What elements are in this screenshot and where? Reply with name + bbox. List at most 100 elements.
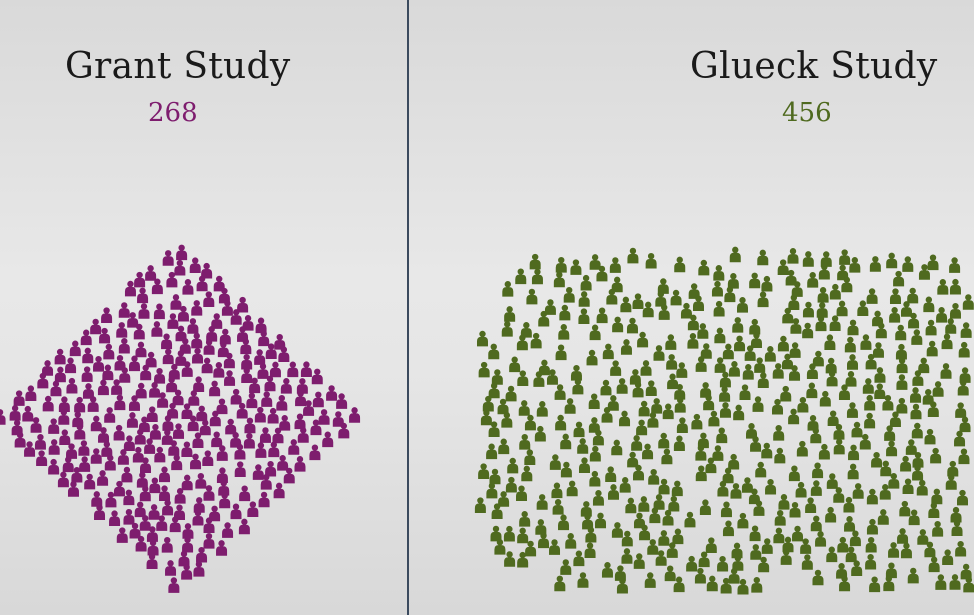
person-icon xyxy=(705,537,717,553)
person-icon xyxy=(102,364,114,381)
person-icon xyxy=(135,341,147,358)
person-icon xyxy=(705,457,717,474)
person-icon xyxy=(554,384,566,400)
person-icon xyxy=(551,482,563,499)
person-icon xyxy=(246,392,258,409)
person-icon xyxy=(570,364,582,381)
person-icon xyxy=(249,377,261,394)
person-icon xyxy=(161,429,173,445)
person-icon xyxy=(577,572,589,588)
person-icon xyxy=(777,335,789,352)
person-icon xyxy=(732,317,744,333)
person-icon xyxy=(806,382,818,399)
person-icon xyxy=(847,354,859,370)
person-icon xyxy=(875,322,887,339)
person-icon xyxy=(884,425,896,441)
person-icon xyxy=(765,478,777,495)
person-icon xyxy=(162,348,174,365)
person-icon xyxy=(847,319,859,336)
person-icon xyxy=(526,288,538,305)
person-icon xyxy=(671,480,683,497)
person-icon xyxy=(864,412,876,429)
person-icon xyxy=(900,455,912,472)
person-icon xyxy=(502,281,514,297)
person-icon xyxy=(509,356,521,373)
person-icon xyxy=(234,461,246,477)
person-icon xyxy=(297,427,309,443)
person-icon xyxy=(782,307,794,324)
person-icon xyxy=(907,567,919,584)
person-icon xyxy=(181,563,193,580)
person-icon xyxy=(118,302,130,318)
person-icon xyxy=(486,443,498,460)
person-icon xyxy=(697,323,709,339)
person-icon xyxy=(688,283,700,299)
person-icon xyxy=(326,385,338,401)
person-icon xyxy=(672,528,684,545)
person-icon xyxy=(959,367,971,383)
person-icon xyxy=(862,378,874,394)
person-icon xyxy=(851,421,863,438)
person-icon xyxy=(79,456,91,472)
person-icon xyxy=(695,356,707,372)
person-icon xyxy=(559,304,571,321)
person-icon xyxy=(516,485,528,502)
person-icon xyxy=(845,546,857,563)
person-icon xyxy=(754,357,766,373)
person-icon xyxy=(534,425,546,442)
person-icon xyxy=(196,275,208,292)
person-icon xyxy=(838,384,850,400)
person-icon xyxy=(203,485,215,501)
person-icon xyxy=(216,467,228,483)
person-icon xyxy=(883,575,895,592)
person-icon xyxy=(145,351,157,368)
person-icon xyxy=(727,273,739,289)
person-icon xyxy=(737,512,749,529)
person-icon xyxy=(674,256,686,273)
person-icon xyxy=(687,314,699,331)
person-icon xyxy=(480,409,492,426)
person-icon xyxy=(265,460,277,477)
person-icon xyxy=(608,484,620,500)
person-icon xyxy=(128,395,140,411)
person-icon xyxy=(553,271,565,288)
person-icon xyxy=(555,256,567,273)
person-icon xyxy=(746,423,758,439)
person-icon xyxy=(93,355,105,372)
person-icon xyxy=(98,427,110,443)
person-icon xyxy=(230,388,242,405)
person-icon xyxy=(625,497,637,514)
person-icon xyxy=(236,402,248,419)
person-icon xyxy=(193,497,205,513)
person-icon xyxy=(774,447,786,464)
person-icon xyxy=(203,339,215,355)
person-icon xyxy=(848,444,860,461)
person-icon xyxy=(560,433,572,450)
person-icon xyxy=(674,397,686,413)
person-icon xyxy=(254,406,266,423)
person-icon xyxy=(498,438,510,455)
person-icon xyxy=(265,343,277,359)
person-icon xyxy=(498,491,510,507)
person-icon xyxy=(14,431,26,448)
person-icon xyxy=(734,335,746,352)
person-icon xyxy=(888,542,900,558)
person-icon xyxy=(871,451,883,468)
person-icon xyxy=(104,454,116,471)
person-icon xyxy=(489,468,501,485)
person-icon xyxy=(601,407,613,423)
person-icon xyxy=(958,341,970,358)
person-icon xyxy=(716,427,728,444)
person-icon xyxy=(638,496,650,512)
person-icon xyxy=(907,287,919,304)
person-icon xyxy=(780,385,792,402)
person-icon xyxy=(82,383,94,399)
person-icon xyxy=(722,467,734,484)
person-icon xyxy=(957,379,969,396)
person-icon xyxy=(757,291,769,308)
person-icon xyxy=(818,263,830,280)
person-icon xyxy=(812,350,824,367)
person-icon xyxy=(932,381,944,397)
person-icon xyxy=(728,568,740,584)
person-icon xyxy=(161,536,173,553)
